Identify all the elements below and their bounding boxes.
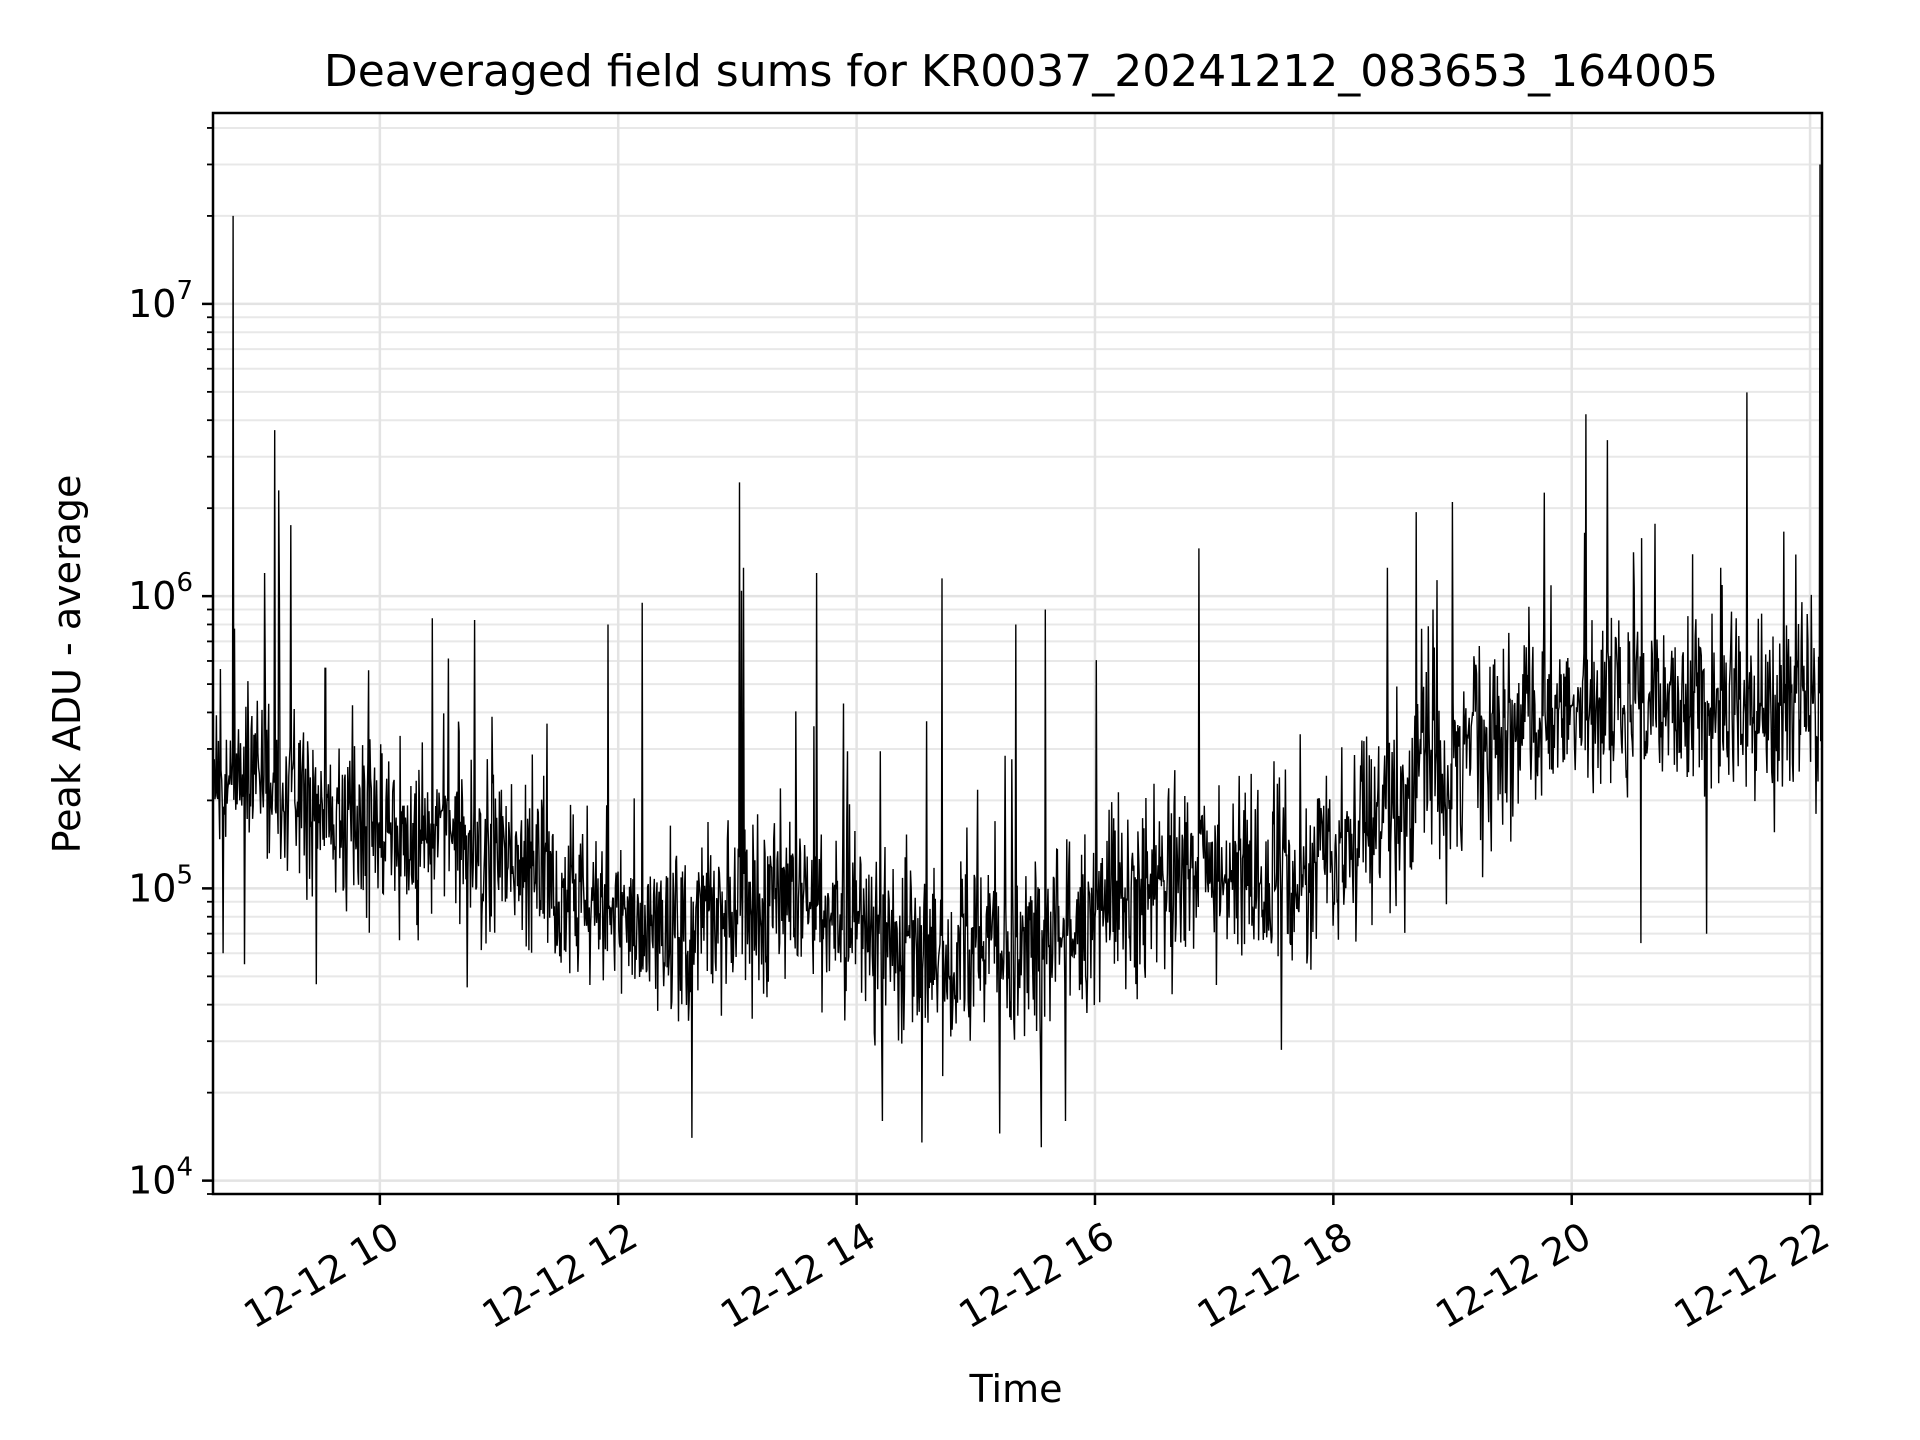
chart-title: Deaveraged field sums for KR0037_2024121…: [324, 46, 1718, 97]
y-tick-label: 105: [128, 860, 193, 910]
series-line: [212, 164, 1823, 1148]
y-axis-label: Peak ADU - average: [45, 475, 89, 854]
x-axis-label: Time: [969, 1367, 1063, 1411]
y-tick-label: 106: [128, 568, 193, 618]
y-tick-label: 104: [128, 1153, 193, 1203]
y-tick-label: 107: [128, 276, 193, 326]
series-group: [212, 164, 1823, 1148]
plot-frame: [211, 111, 1824, 1196]
